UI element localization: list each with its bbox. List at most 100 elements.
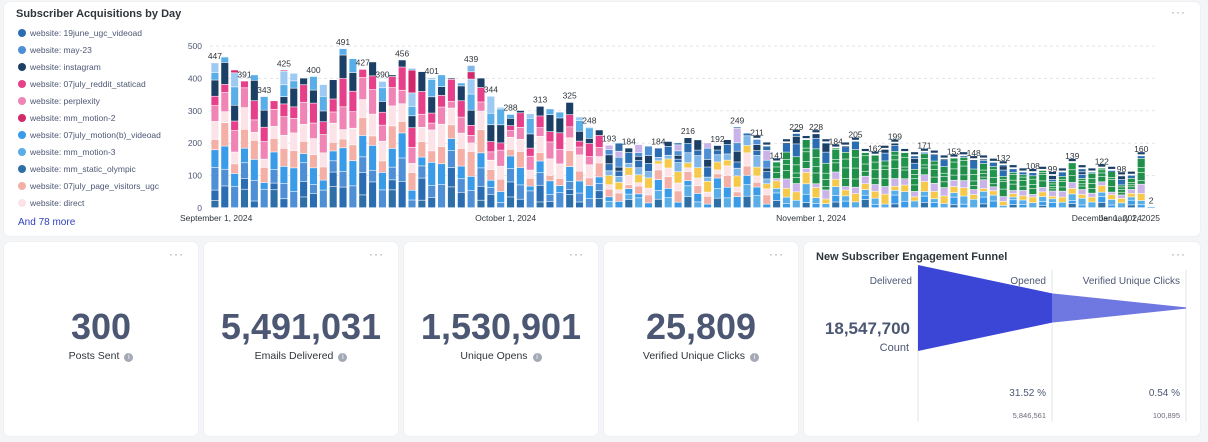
bar-segment [989, 201, 997, 208]
bar-segment [408, 106, 416, 116]
info-icon[interactable]: i [124, 353, 134, 362]
info-icon[interactable]: i [750, 353, 760, 362]
bar-cap [1098, 164, 1106, 167]
bar-data-label: 427 [356, 58, 370, 68]
bar-segment [635, 144, 643, 153]
funnel-menu-icon[interactable]: ··· [1171, 247, 1186, 261]
legend-item[interactable]: website: may-23 [18, 41, 178, 58]
bar-segment [782, 143, 791, 144]
bar-segment [644, 163, 653, 172]
bar-segment [447, 168, 455, 187]
bar-segment [713, 162, 722, 170]
bar-segment [861, 189, 869, 195]
legend-item[interactable]: website: mm_static_olympic [18, 161, 178, 178]
bar-segment [615, 151, 623, 157]
bar-segment [694, 150, 702, 156]
bar-cap [960, 152, 968, 155]
bar-segment [1039, 181, 1047, 188]
bar-segment [270, 152, 278, 170]
bar-segment [418, 200, 426, 208]
bar-segment [970, 160, 978, 169]
bar-segment [654, 190, 662, 199]
bar-segment [1108, 186, 1116, 192]
legend-item[interactable]: website: 19june_ugc_videoad [18, 24, 178, 41]
bar-segment [280, 117, 288, 135]
legend-item[interactable]: website: 07july_reddit_staticad [18, 75, 178, 92]
bar-segment [546, 132, 554, 142]
bar-segment [842, 190, 850, 196]
bar-segment [1127, 185, 1135, 187]
bar-segment [891, 178, 899, 186]
unique-opens-menu-icon[interactable]: ··· [569, 247, 584, 261]
bar-data-label: 400 [306, 65, 320, 75]
bar-segment [487, 125, 495, 142]
bar-segment [1108, 177, 1116, 180]
bar-segment [802, 139, 810, 148]
bar-segment [851, 168, 859, 179]
bar-segment [1039, 172, 1047, 175]
bar-segment [221, 169, 229, 186]
bar-segment [1009, 169, 1017, 173]
bar-segment [605, 175, 613, 185]
chart-menu-icon[interactable]: ··· [1171, 5, 1186, 19]
legend-item[interactable]: website: 07july_motion(b)_videoad [18, 127, 178, 144]
bar-segment [881, 179, 889, 187]
bar-segment [1048, 175, 1057, 180]
legend-item[interactable]: website: perplexity [18, 92, 178, 109]
bar-segment [280, 71, 288, 85]
bar-cap [1029, 169, 1037, 172]
legend-item[interactable]: website: mm_motion-3 [18, 144, 178, 161]
bar-segment [280, 85, 288, 97]
bar-segment [960, 188, 968, 196]
bar-segment [329, 80, 337, 99]
bar-segment [1117, 203, 1126, 208]
bar-segment [802, 202, 810, 208]
bar-segment [970, 169, 978, 175]
bar-segment [743, 166, 751, 176]
bar-segment [1058, 187, 1066, 191]
bar-segment [339, 139, 347, 148]
bar-segment [989, 162, 997, 167]
posts-sent-menu-icon[interactable]: ··· [169, 247, 184, 261]
legend-item[interactable]: website: direct [18, 195, 178, 212]
bar-segment [950, 197, 958, 205]
bar-segment [1098, 196, 1106, 203]
legend-more-link[interactable]: And 78 more [18, 217, 76, 229]
emails-delivered-menu-icon[interactable]: ··· [369, 247, 384, 261]
bar-segment [851, 202, 859, 208]
bar-segment [851, 141, 859, 150]
bar-segment [635, 175, 643, 183]
legend-item[interactable]: website: instagram [18, 58, 178, 75]
bar-segment [438, 147, 446, 164]
bar-segment [467, 151, 475, 177]
bar-segment [1147, 207, 1155, 208]
verified-clicks-menu-icon[interactable]: ··· [769, 247, 784, 261]
legend-dot-icon [18, 28, 26, 37]
legend-item[interactable]: website: 07july_page_visitors_ugc [18, 178, 178, 195]
bar-segment [1098, 173, 1106, 176]
bar-segment [970, 185, 978, 190]
bar-cap [1088, 168, 1096, 171]
bar-segment [575, 120, 584, 131]
bar-data-label: 160 [1134, 144, 1148, 154]
legend-item[interactable]: website: mm_motion-2 [18, 109, 178, 126]
bar-segment [763, 184, 771, 189]
bar-segment [654, 170, 662, 180]
info-icon[interactable]: i [532, 353, 542, 362]
bar-segment [980, 163, 988, 170]
bar-segment [290, 118, 298, 133]
bar-segment [1127, 205, 1135, 208]
x-tick-label: December 1, 2024 [1072, 213, 1142, 223]
bar-segment [408, 70, 416, 93]
bar-segment [507, 137, 515, 150]
info-icon[interactable]: i [338, 353, 348, 362]
bar-segment [950, 162, 958, 169]
bar-segment [773, 188, 781, 193]
bar-segment [270, 138, 278, 152]
bar-segment [595, 130, 603, 136]
x-tick-label: October 1, 2024 [475, 213, 536, 223]
bar-segment [1098, 186, 1106, 192]
bar-segment [359, 135, 367, 157]
bar-segment [1108, 199, 1116, 205]
bar-segment [684, 196, 692, 208]
